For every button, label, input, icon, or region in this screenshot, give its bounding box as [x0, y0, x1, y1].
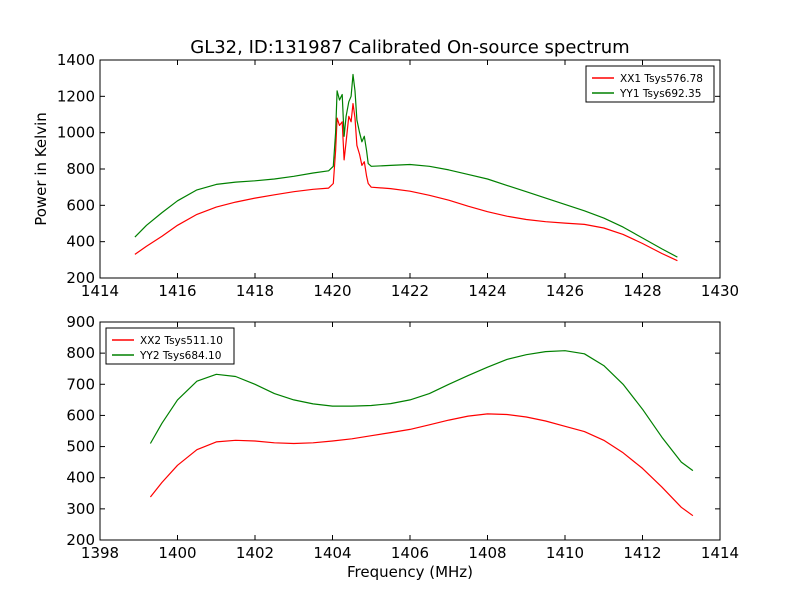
x-tick-label: 1400 [158, 544, 196, 562]
x-tick-label: 1410 [546, 544, 584, 562]
x-tick-label: 1428 [623, 282, 661, 300]
x-tick-label: 1412 [623, 544, 661, 562]
x-tick-label: 1404 [313, 544, 351, 562]
y-tick-label: 600 [66, 196, 95, 214]
x-tick-label: 1416 [158, 282, 196, 300]
series-line-yy2 [149, 350, 694, 472]
x-tick-label: 1402 [236, 544, 274, 562]
legend-label: XX2 Tsys511.10 [140, 335, 223, 347]
y-tick-label: 200 [66, 269, 95, 287]
figure-title: GL32, ID:131987 Calibrated On-source spe… [190, 37, 629, 58]
x-axis-label: Frequency (MHz) [347, 563, 473, 581]
x-tick-label: 1406 [391, 544, 429, 562]
y-tick-label: 900 [66, 313, 95, 331]
legend-label: YY2 Tsys684.10 [139, 350, 221, 362]
legend-label: YY1 Tsys692.35 [619, 88, 701, 100]
y-tick-label: 400 [66, 233, 95, 251]
legend-box [105, 327, 235, 365]
bottom-spectrum-plot: 1398 1400 1402 1404 1406 1408 1410 1412 1414 200 3… [66, 313, 739, 581]
y-tick-label: 500 [66, 438, 95, 456]
legend-label: XX1 Tsys576.78 [620, 73, 703, 85]
x-tick-label: 1424 [468, 282, 506, 300]
x-tick-label: 1426 [546, 282, 584, 300]
x-tick-label: 1418 [236, 282, 274, 300]
y-tick-label: 800 [66, 344, 95, 362]
x-tick-label: 1414 [701, 544, 739, 562]
x-tick-label: 1420 [313, 282, 351, 300]
top-spectrum-plot: 1414 1416 1418 1420 1422 1424 1426 1428 1430 200 4… [32, 51, 739, 300]
y-tick-label: 600 [66, 406, 95, 424]
y-tick-label: 1200 [57, 87, 95, 105]
y-tick-label: 1400 [57, 51, 95, 69]
y-tick-label: 800 [66, 160, 95, 178]
y-tick-label: 400 [66, 469, 95, 487]
x-tick-label: 1398 [81, 544, 119, 562]
series-line-yy1 [134, 73, 678, 258]
legend: XX1 Tsys576.78 YY1 Tsys692.35 [585, 65, 715, 103]
y-tick-label: 200 [66, 531, 95, 549]
x-tick-label: 1430 [701, 282, 739, 300]
y-tick-label: 1000 [57, 124, 95, 142]
legend: XX2 Tsys511.10 YY2 Tsys684.10 [105, 327, 235, 365]
x-tick-label: 1408 [468, 544, 506, 562]
series-line-xx1 [134, 102, 678, 262]
y-tick-label: 300 [66, 500, 95, 518]
x-tick-label: 1414 [81, 282, 119, 300]
y-axis-label: Power in Kelvin [32, 112, 50, 226]
x-tick-label: 1422 [391, 282, 429, 300]
legend-box [585, 65, 715, 103]
y-tick-label: 700 [66, 375, 95, 393]
series-line-xx2 [149, 413, 694, 517]
